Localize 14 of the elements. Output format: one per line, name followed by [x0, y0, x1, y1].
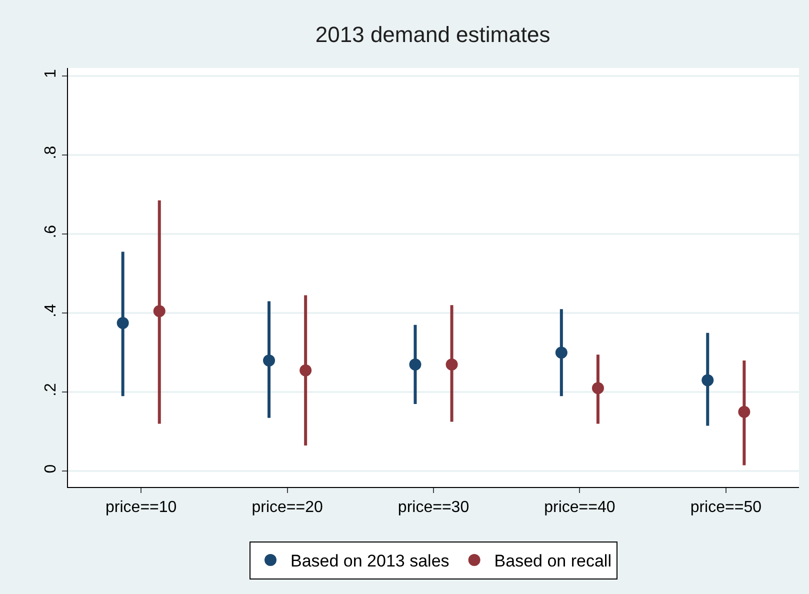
x-tick-label: price==10 — [106, 499, 177, 516]
x-tick-label: price==40 — [544, 499, 616, 516]
y-tick-label: .2 — [42, 382, 60, 396]
y-tick-label: .6 — [42, 224, 60, 238]
legend-label: Based on recall — [494, 552, 612, 571]
x-tick-label: price==30 — [398, 499, 470, 516]
chart-title: 2013 demand estimates — [315, 22, 550, 48]
y-tick-label: 0 — [42, 464, 60, 474]
x-tick-label: price==50 — [690, 499, 762, 516]
x-tick-label: price==20 — [252, 499, 323, 516]
y-tick-label: .4 — [42, 304, 60, 318]
legend-label: Based on 2013 sales — [290, 552, 450, 571]
y-tick-label: .8 — [42, 146, 60, 160]
y-tick-label: 1 — [42, 68, 60, 78]
